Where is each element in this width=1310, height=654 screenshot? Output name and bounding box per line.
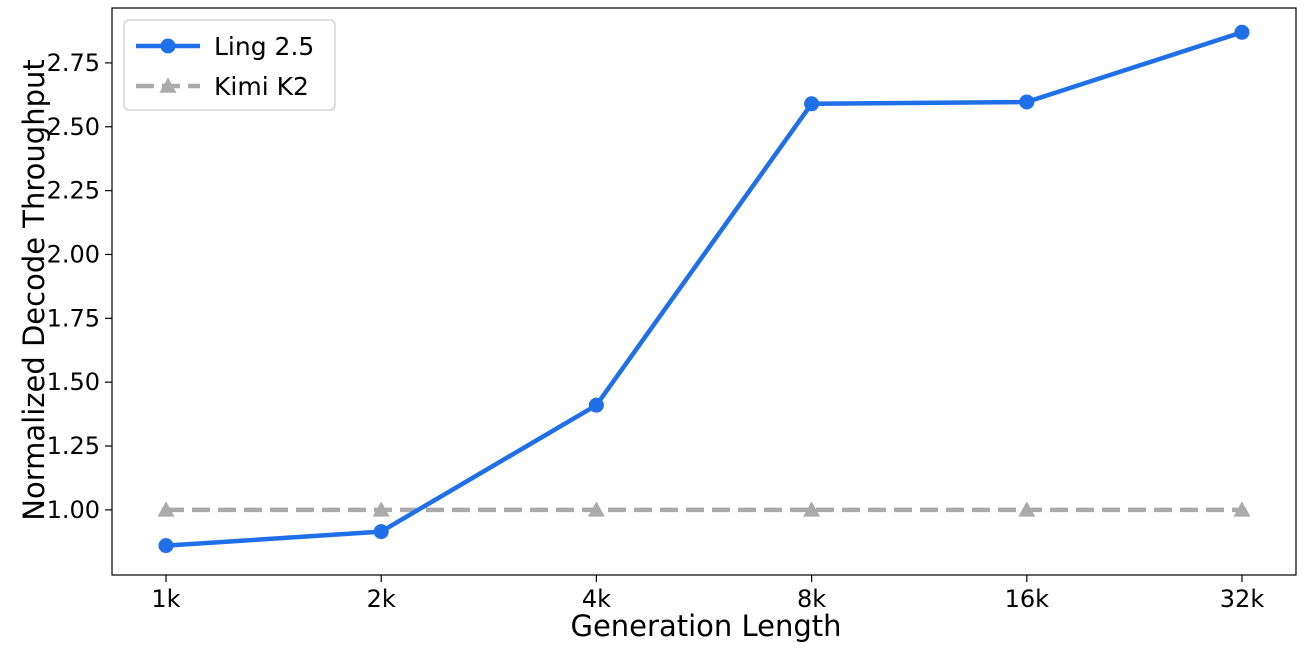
legend-label-1: Kimi K2 [214, 72, 309, 101]
legend-marker-0 [160, 38, 176, 54]
series-1-point [587, 501, 605, 517]
series-1-point [1233, 501, 1251, 517]
x-tick-label: 16k [1005, 585, 1050, 613]
series-1-point [803, 501, 821, 517]
series-1-point [372, 501, 390, 517]
y-tick-label: 1.00 [47, 496, 100, 524]
y-tick-label: 2.50 [47, 113, 100, 141]
series-line-0 [165, 30, 1243, 548]
series-0-point [1234, 24, 1250, 40]
x-tick-label: 32k [1220, 585, 1265, 613]
legend-label-0: Ling 2.5 [214, 32, 314, 61]
series-1-point [1018, 501, 1036, 517]
legend: Ling 2.5 Kimi K2 [123, 19, 336, 111]
x-axis-title: Generation Length [570, 609, 841, 643]
y-tick-label: 2.25 [47, 177, 100, 205]
x-tick-label: 8k [797, 585, 826, 613]
series-0-point [158, 538, 174, 554]
series-0-point [588, 397, 604, 413]
legend-marker-1 [159, 77, 177, 93]
series-0-point [1019, 94, 1035, 110]
y-tick-label: 1.75 [47, 304, 100, 332]
y-axis-title: Normalized Decode Throughput [17, 59, 51, 520]
y-tick-label: 2.75 [47, 49, 100, 77]
x-tick-label: 4k [582, 585, 611, 613]
series-0-point [804, 96, 820, 112]
y-tick-label: 1.50 [47, 368, 100, 396]
series-0-point [373, 524, 389, 540]
series-1-point [157, 501, 175, 517]
y-tick-label: 1.25 [47, 432, 100, 460]
plot-area: 1.00 1.25 1.50 1.75 2.00 2.25 2.50 2.75 1k 2k 4k 8k… [47, 7, 1297, 613]
x-tick-label: 1k [151, 585, 180, 613]
plot-frame [111, 7, 1297, 576]
x-tick-label: 2k [367, 585, 396, 613]
y-tick-label: 2.00 [47, 240, 100, 268]
